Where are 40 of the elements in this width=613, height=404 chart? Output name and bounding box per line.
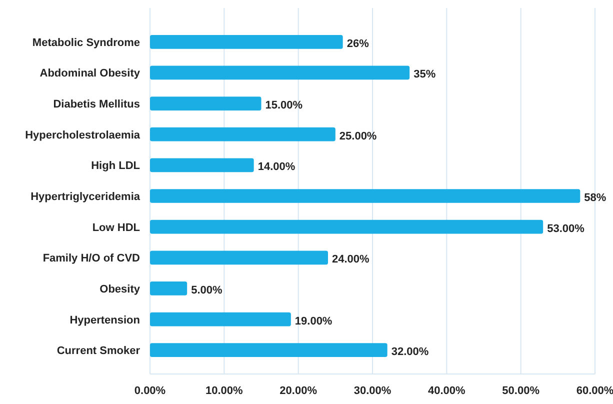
data-label: 25.00% bbox=[339, 130, 377, 142]
x-tick-label: 10.00% bbox=[206, 385, 244, 397]
y-tick-label: Metabolic Syndrome bbox=[32, 36, 140, 49]
y-tick-label: Current Smoker bbox=[56, 345, 141, 358]
data-label: 5.00% bbox=[191, 284, 222, 296]
x-tick-label: 0.00% bbox=[134, 385, 166, 397]
bar bbox=[150, 343, 388, 358]
bar bbox=[150, 158, 254, 172]
bar bbox=[150, 312, 291, 326]
data-label: 32.00% bbox=[391, 346, 429, 358]
y-tick-label: Low HDL bbox=[92, 222, 140, 234]
bar bbox=[150, 189, 580, 203]
bar bbox=[150, 66, 410, 80]
bar bbox=[150, 282, 188, 296]
x-tick-label: 20.00% bbox=[280, 385, 318, 397]
x-tick-label: 50.00% bbox=[502, 385, 540, 397]
data-label: 14.00% bbox=[258, 161, 296, 174]
x-tick-label: 60.00% bbox=[576, 385, 613, 397]
y-tick-label: Hypercholestrolaemia bbox=[25, 129, 141, 142]
x-tick-label: 40.00% bbox=[428, 385, 466, 397]
data-label: 26% bbox=[346, 38, 370, 50]
bar bbox=[150, 220, 544, 234]
data-label: 24.00% bbox=[332, 254, 370, 266]
y-tick-label: High LDL bbox=[91, 160, 140, 172]
bar bbox=[150, 34, 343, 49]
data-label: 19.00% bbox=[294, 315, 332, 328]
data-label: 53.00% bbox=[547, 222, 585, 235]
bar bbox=[150, 127, 336, 142]
y-tick-label: Family H/O of CVD bbox=[42, 252, 140, 265]
data-label: 15.00% bbox=[265, 100, 303, 112]
data-label: 58% bbox=[584, 192, 606, 204]
y-tick-label: Hypertension bbox=[70, 314, 140, 326]
y-tick-label: Obesity bbox=[100, 283, 141, 296]
bar bbox=[150, 96, 262, 110]
bar bbox=[150, 250, 328, 265]
y-tick-label: Hypertriglyceridemia bbox=[30, 191, 141, 203]
x-tick-label: 30.00% bbox=[354, 385, 392, 397]
y-tick-label: Diabetis Mellitus bbox=[53, 98, 140, 111]
y-tick-label: Abdominal Obesity bbox=[40, 68, 141, 80]
data-label: 35% bbox=[414, 68, 436, 81]
